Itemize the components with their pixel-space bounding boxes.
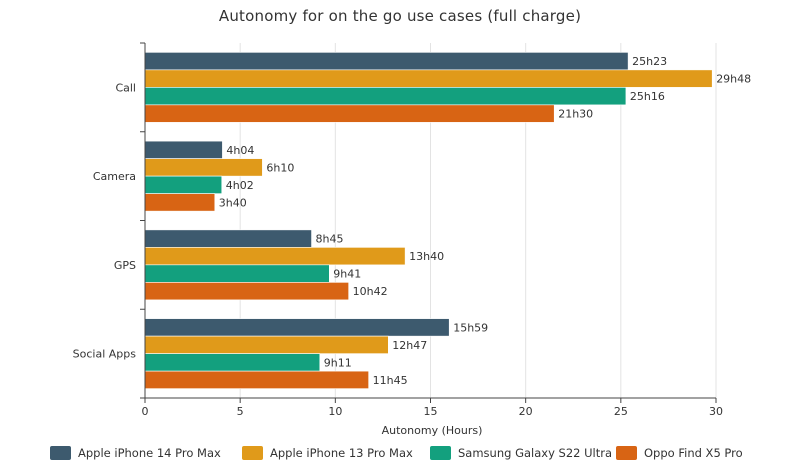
bar [144, 282, 349, 301]
legend-item: Oppo Find X5 Pro [616, 446, 743, 460]
data-label: 4h02 [226, 179, 254, 192]
data-label: 21h30 [558, 108, 593, 121]
data-label: 3h40 [219, 196, 247, 209]
legend-item: Samsung Galaxy S22 Ultra [430, 446, 612, 460]
bar [144, 140, 223, 159]
bar [144, 193, 216, 212]
bar [144, 247, 406, 266]
bar [144, 229, 312, 248]
category-label: GPS [114, 259, 136, 272]
chart-title: Autonomy for on the go use cases (full c… [218, 7, 582, 25]
bar [144, 104, 555, 123]
data-label: 8h45 [316, 233, 344, 246]
legend-label: Oppo Find X5 Pro [644, 446, 743, 460]
data-label: 13h40 [409, 250, 444, 263]
bar [144, 69, 713, 88]
legend-label: Apple iPhone 14 Pro Max [78, 446, 221, 460]
x-tick-label: 5 [237, 405, 244, 418]
x-tick-label: 10 [328, 405, 342, 418]
bar [144, 87, 627, 106]
legend-label: Apple iPhone 13 Pro Max [270, 446, 413, 460]
data-label: 11h45 [373, 374, 408, 387]
data-label: 15h59 [453, 321, 488, 334]
bar [144, 353, 321, 372]
x-tick-label: 25 [614, 405, 628, 418]
axis-layer: 0 5 10 15 20 25 30 Call Camera GPS Social Apps [73, 42, 723, 418]
data-label: 4h04 [226, 144, 254, 157]
legend: Apple iPhone 14 Pro Max Apple iPhone 13 P… [0, 446, 800, 466]
legend-label: Samsung Galaxy S22 Ultra [458, 446, 613, 460]
bar [144, 335, 389, 354]
data-label: 12h47 [392, 339, 427, 352]
x-tick-label: 15 [424, 405, 438, 418]
x-axis-title: Autonomy (Hours) [382, 424, 483, 437]
bars-layer: 25h23 29h48 25h16 21h30 4h04 6h10 4h02 3h40 8h45… [144, 52, 751, 389]
data-label: 6h10 [266, 161, 294, 174]
x-tick-label: 20 [519, 405, 533, 418]
legend-item: Apple iPhone 13 Pro Max [242, 446, 413, 460]
legend-item: Apple iPhone 14 Pro Max [50, 446, 221, 460]
bar [144, 370, 369, 389]
data-label: 25h23 [632, 55, 667, 68]
data-label: 9h11 [324, 356, 352, 369]
x-tick-label: 0 [142, 405, 149, 418]
legend-swatch [242, 446, 263, 460]
data-label: 25h16 [630, 90, 665, 103]
bar [144, 318, 450, 337]
bar [144, 158, 263, 177]
bar [144, 175, 223, 194]
legend-swatch [430, 446, 451, 460]
category-label: Social Apps [73, 348, 137, 361]
category-label: Camera [93, 170, 136, 183]
data-label: 10h42 [353, 285, 388, 298]
legend-swatch [616, 446, 637, 460]
legend-swatch [50, 446, 71, 460]
category-label: Call [115, 81, 136, 94]
bar [144, 52, 629, 71]
data-label: 9h41 [333, 268, 361, 281]
bar [144, 264, 330, 283]
data-label: 29h48 [716, 73, 751, 86]
x-tick-label: 30 [709, 405, 723, 418]
